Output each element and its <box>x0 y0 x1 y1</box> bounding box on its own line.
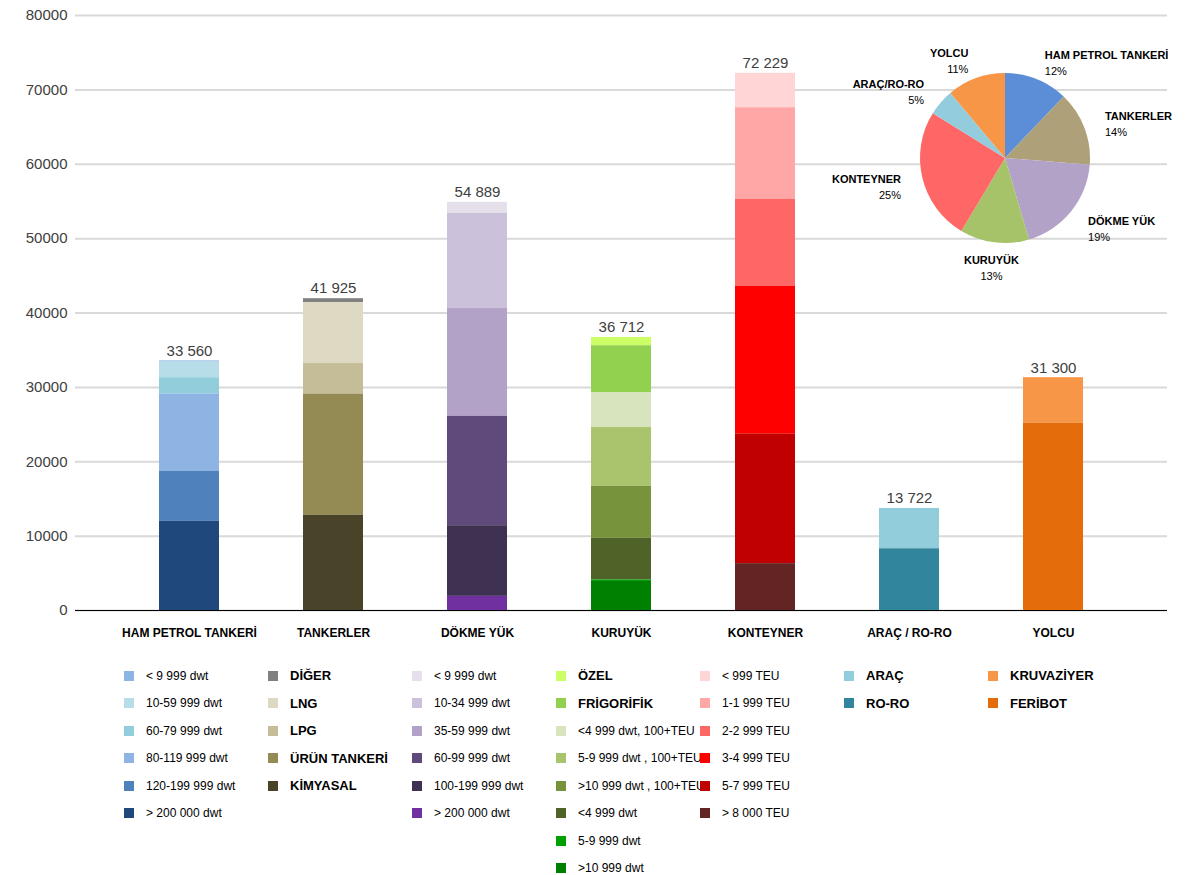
html-text:5-7 999 TEU: 5-7 999 TEU <box>722 778 790 793</box>
html-text:80-119 999 dwt: 80-119 999 dwt <box>146 751 228 766</box>
html-text:<4 999 dwt: <4 999 dwt <box>578 806 637 821</box>
svg-text:54 889: 54 889 <box>455 183 501 200</box>
html-text:FERİBOT: FERİBOT <box>1010 695 1068 711</box>
svg-text:HAM PETROL TANKERİ: HAM PETROL TANKERİ <box>1045 49 1169 61</box>
svg-text:KONTEYNER: KONTEYNER <box>832 173 901 185</box>
html-text:>10 999 dwt , 100+TEU: >10 999 dwt , 100+TEU <box>578 778 705 793</box>
svg-text:YOLCU: YOLCU <box>930 47 969 59</box>
svg-text:12%: 12% <box>1045 65 1067 77</box>
html-text:35-59 999 dwt: 35-59 999 dwt <box>434 723 511 738</box>
svg-text:DÖKME YÜK: DÖKME YÜK <box>441 625 514 640</box>
svg-text:70000: 70000 <box>26 81 68 98</box>
html-text:5-9 999 dwt , 100+TEU: 5-9 999 dwt , 100+TEU <box>578 751 702 766</box>
svg-text:13%: 13% <box>980 270 1002 282</box>
svg-text:20000: 20000 <box>26 453 68 470</box>
html-text:< 999 TEU: < 999 TEU <box>722 668 780 683</box>
svg-text:60000: 60000 <box>26 155 68 172</box>
html-text:< 9 999 dwt: < 9 999 dwt <box>434 668 497 683</box>
svg-text:13 722: 13 722 <box>887 489 933 506</box>
svg-text:31 300: 31 300 <box>1031 359 1077 376</box>
svg-text:YOLCU: YOLCU <box>1033 626 1075 640</box>
html-text:100-199 999 dwt: 100-199 999 dwt <box>434 778 524 793</box>
html-text:1-1 999 TEU: 1-1 999 TEU <box>722 696 790 711</box>
svg-text:72 229: 72 229 <box>743 54 789 71</box>
svg-text:KURUYÜK: KURUYÜK <box>964 254 1019 266</box>
svg-text:HAM PETROL TANKERİ: HAM PETROL TANKERİ <box>122 625 257 640</box>
html-text:5-9 999 dwt: 5-9 999 dwt <box>578 833 641 848</box>
svg-text:19%: 19% <box>1088 231 1110 243</box>
svg-text:11%: 11% <box>947 63 968 75</box>
html-text:3-4 999 TEU: 3-4 999 TEU <box>722 751 790 766</box>
html-text:120-199 999 dwt: 120-199 999 dwt <box>146 778 236 793</box>
html-text:<4 999 dwt, 100+TEU: <4 999 dwt, 100+TEU <box>578 723 695 738</box>
svg-text:0: 0 <box>59 601 67 618</box>
svg-text:TANKERLER: TANKERLER <box>1105 110 1172 122</box>
svg-text:50000: 50000 <box>26 229 68 246</box>
html-text:KİMYASAL: KİMYASAL <box>290 778 357 794</box>
svg-text:36 712: 36 712 <box>599 318 645 335</box>
svg-text:10000: 10000 <box>26 527 68 544</box>
html-text:10-59 999 dwt: 10-59 999 dwt <box>146 696 223 711</box>
html-text:RO-RO: RO-RO <box>866 695 910 711</box>
svg-text:41 925: 41 925 <box>311 279 357 296</box>
svg-text:40000: 40000 <box>26 304 68 321</box>
svg-text:5%: 5% <box>908 94 924 106</box>
html-text:ARAÇ: ARAÇ <box>866 668 904 684</box>
html-text:60-79 999 dwt: 60-79 999 dwt <box>146 723 223 738</box>
html-text:LPG: LPG <box>290 723 317 739</box>
svg-text:KURUYÜK: KURUYÜK <box>592 625 652 640</box>
html-text:60-99 999 dwt: 60-99 999 dwt <box>434 751 511 766</box>
html-text:DİĞER: DİĞER <box>290 668 332 684</box>
html-text:FRİGORİFİK: FRİGORİFİK <box>578 695 654 711</box>
html-text:>10 999 dwt: >10 999 dwt <box>578 861 644 875</box>
svg-text:14%: 14% <box>1105 126 1127 138</box>
html-text:> 200 000 dwt: > 200 000 dwt <box>434 806 510 821</box>
html-text:> 8 000 TEU: > 8 000 TEU <box>722 806 790 821</box>
html-text:> 200 000 dwt: > 200 000 dwt <box>146 806 222 821</box>
svg-text:25%: 25% <box>879 189 901 201</box>
html-text:10-34 999 dwt: 10-34 999 dwt <box>434 696 511 711</box>
html-text:2-2 999 TEU: 2-2 999 TEU <box>722 723 790 738</box>
html-text:KRUVAZİYER: KRUVAZİYER <box>1010 668 1094 684</box>
html-text:< 9 999 dwt: < 9 999 dwt <box>146 668 209 683</box>
svg-text:TANKERLER: TANKERLER <box>297 626 370 640</box>
html-text:LNG: LNG <box>290 695 318 711</box>
svg-text:30000: 30000 <box>26 378 68 395</box>
svg-text:KONTEYNER: KONTEYNER <box>728 626 804 640</box>
svg-text:DÖKME YÜK: DÖKME YÜK <box>1088 215 1155 227</box>
svg-text:ARAÇ/RO-RO: ARAÇ/RO-RO <box>853 78 925 90</box>
svg-text:80000: 80000 <box>26 6 68 23</box>
html-text:ÖZEL: ÖZEL <box>578 668 613 684</box>
svg-text:33 560: 33 560 <box>167 342 213 359</box>
html-text:ÜRÜN TANKERİ: ÜRÜN TANKERİ <box>290 750 388 766</box>
svg-text:ARAÇ / RO-RO: ARAÇ / RO-RO <box>867 626 952 640</box>
